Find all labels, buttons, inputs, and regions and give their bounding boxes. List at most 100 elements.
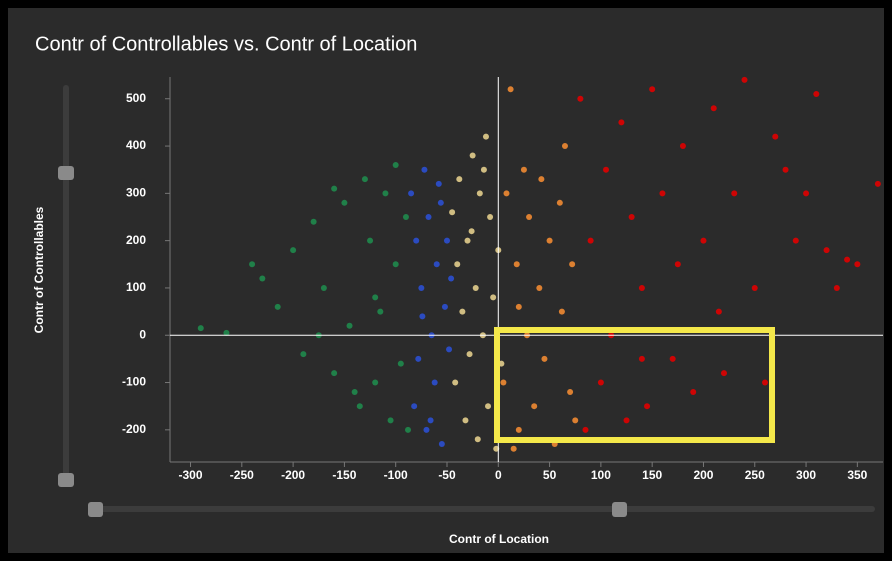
point	[541, 355, 548, 362]
point	[679, 143, 686, 150]
y-tick-label: 400	[126, 138, 146, 152]
x-tick-label: 300	[796, 468, 816, 482]
x-tick-label: 350	[847, 468, 867, 482]
point	[438, 441, 445, 448]
point	[415, 355, 422, 362]
point	[425, 214, 432, 220]
point	[290, 247, 297, 254]
point	[623, 417, 630, 424]
x-tick-label: 100	[591, 468, 611, 482]
point	[644, 403, 651, 410]
point	[320, 284, 327, 291]
point	[500, 379, 507, 386]
y-tick-label: 200	[126, 233, 146, 247]
x-tick-label: -50	[438, 468, 456, 482]
point	[449, 209, 456, 216]
point	[762, 379, 769, 386]
point	[454, 261, 461, 268]
point	[507, 86, 514, 93]
x-slider-track[interactable]	[95, 506, 875, 512]
point	[452, 379, 459, 386]
point	[468, 228, 475, 235]
point	[300, 351, 307, 358]
point	[480, 166, 487, 173]
x-tick-label: -100	[384, 468, 408, 482]
point	[419, 313, 426, 320]
point	[482, 133, 489, 140]
y-slider-track[interactable]	[63, 85, 69, 480]
point	[310, 218, 317, 225]
point	[526, 214, 533, 220]
point	[772, 133, 779, 140]
point	[674, 261, 681, 268]
point	[421, 166, 428, 173]
point	[690, 389, 697, 395]
point	[402, 214, 409, 220]
point	[493, 445, 500, 452]
x-axis-label: Contr of Location	[449, 532, 549, 546]
point	[372, 379, 379, 386]
x-tick-label: 50	[543, 468, 557, 482]
point	[259, 275, 266, 282]
point	[782, 166, 789, 173]
point	[397, 360, 404, 367]
point	[567, 389, 574, 395]
point	[433, 261, 440, 268]
point	[377, 308, 384, 315]
point	[854, 261, 861, 268]
y-tick-label: 500	[126, 91, 146, 105]
point	[649, 86, 656, 93]
point	[459, 308, 466, 315]
point	[587, 237, 594, 244]
x-tick-label: 150	[642, 468, 662, 482]
point	[572, 417, 579, 424]
point	[197, 325, 204, 332]
x-tick-label: -250	[230, 468, 254, 482]
x-tick-label: -300	[179, 468, 203, 482]
y-slider-handle[interactable]	[58, 166, 74, 180]
y-tick-label: 300	[126, 186, 146, 200]
point	[556, 199, 563, 206]
point	[603, 166, 610, 173]
point	[466, 351, 473, 358]
point	[577, 95, 584, 102]
highlight-box	[494, 327, 775, 443]
point	[431, 379, 438, 386]
point	[720, 370, 727, 377]
point	[618, 119, 625, 126]
y-tick-label: 100	[126, 280, 146, 294]
point	[361, 176, 368, 183]
point	[659, 190, 666, 197]
point	[638, 355, 645, 362]
point	[503, 190, 510, 197]
point	[874, 180, 881, 187]
point	[792, 237, 799, 244]
point	[392, 161, 399, 168]
point	[515, 303, 522, 310]
x-slider-handle[interactable]	[612, 502, 627, 517]
point	[443, 237, 450, 244]
x-tick-label: 250	[745, 468, 765, 482]
point	[490, 294, 497, 301]
point	[413, 237, 420, 244]
point	[597, 379, 604, 386]
point	[538, 176, 545, 183]
point	[331, 185, 338, 192]
point	[669, 355, 676, 362]
point	[249, 261, 256, 268]
point	[408, 190, 415, 197]
point	[628, 214, 635, 220]
point	[833, 284, 840, 291]
point	[751, 284, 758, 291]
y-slider-handle[interactable]	[58, 473, 74, 487]
point	[469, 152, 476, 159]
point	[341, 199, 348, 206]
point	[418, 284, 425, 291]
x-slider-handle[interactable]	[88, 502, 103, 517]
point	[536, 284, 543, 291]
point	[731, 190, 738, 197]
point	[223, 329, 230, 336]
point	[510, 445, 517, 452]
